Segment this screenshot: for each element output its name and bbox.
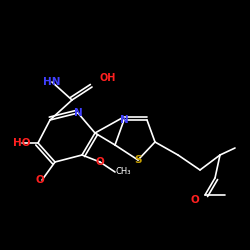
Text: HO: HO <box>13 138 31 148</box>
Text: O: O <box>35 175 44 185</box>
Text: OH: OH <box>100 73 116 83</box>
Text: N: N <box>120 115 128 125</box>
Text: CH₃: CH₃ <box>115 168 130 176</box>
Text: O: O <box>191 195 200 205</box>
Text: O: O <box>96 157 104 167</box>
Text: S: S <box>134 155 142 165</box>
Text: N: N <box>74 108 82 118</box>
Text: HN: HN <box>43 77 61 87</box>
